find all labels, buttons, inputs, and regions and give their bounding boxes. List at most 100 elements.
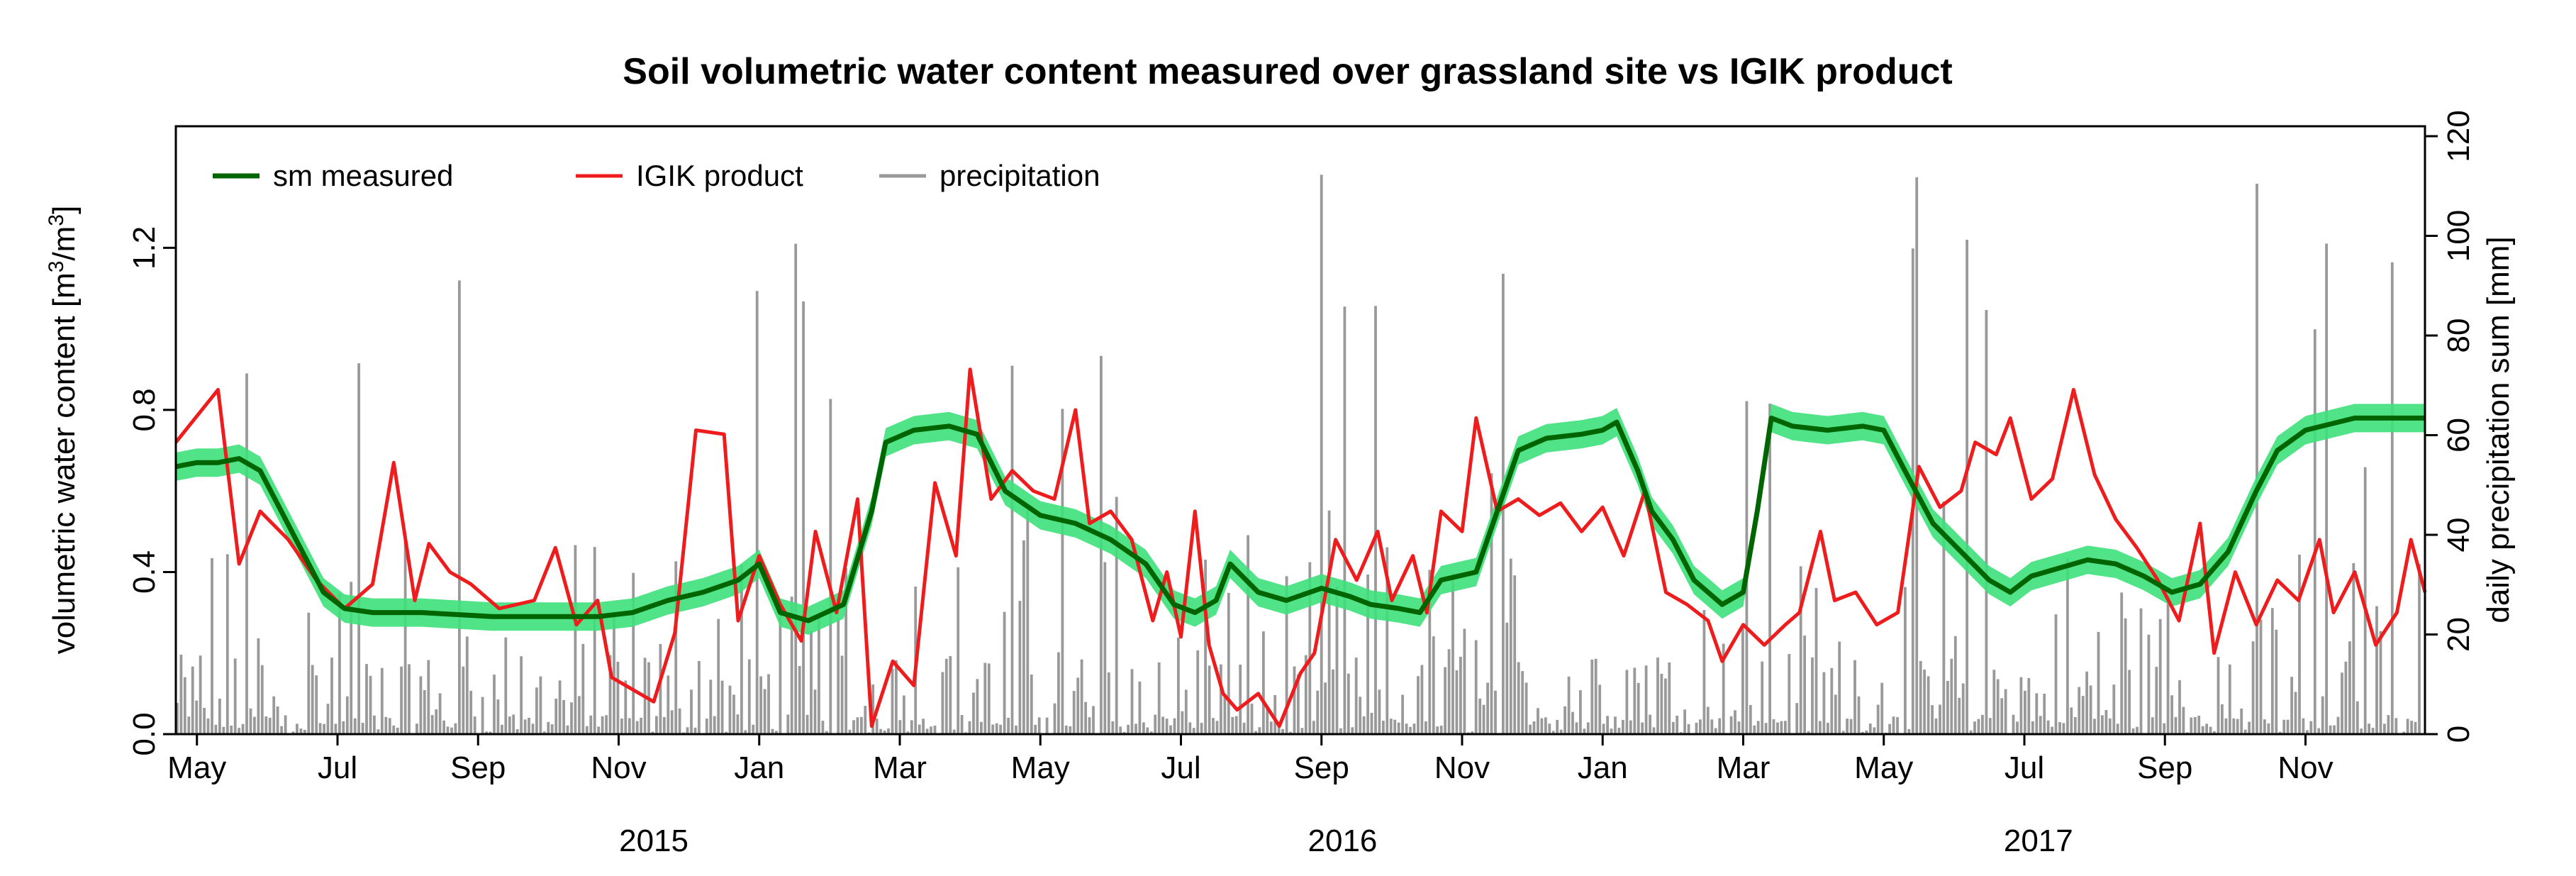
precip-bar <box>1876 704 1880 734</box>
precip-bar <box>330 658 333 734</box>
precip-bar <box>1471 731 1474 734</box>
precip-bar <box>2270 608 2274 734</box>
precip-bar <box>1958 697 1961 734</box>
precip-bar <box>528 718 530 734</box>
precip-bar <box>1729 716 1733 734</box>
precip-bar <box>941 672 944 734</box>
precip-bar <box>1490 473 1493 734</box>
precip-bar <box>1247 535 1249 734</box>
precip-bar <box>875 719 879 734</box>
precip-bar <box>1761 661 1764 734</box>
precip-bar <box>1780 721 1783 734</box>
precip-bar <box>910 720 913 734</box>
precip-bar <box>2213 731 2216 734</box>
precip-bar <box>1617 728 1621 734</box>
precip-bar <box>2039 716 2042 734</box>
precip-bar <box>1316 690 1320 734</box>
precip-bar <box>501 724 503 734</box>
precip-bar <box>2139 608 2143 734</box>
precip-bar <box>1664 678 1667 734</box>
precip-bar <box>1401 694 1404 734</box>
precip-bar <box>1064 725 1068 734</box>
precip-bar <box>1649 714 1651 734</box>
precip-bar <box>473 716 476 734</box>
precip-bar <box>1343 306 1346 734</box>
precip-bar <box>1366 574 1369 734</box>
precip-bar <box>1420 665 1424 734</box>
precip-bar <box>1644 665 1648 734</box>
precip-bar <box>416 723 418 734</box>
precip-bar <box>512 714 515 734</box>
precip-bar <box>2136 726 2139 734</box>
y-axis-label: volumetric water content [m3/m3] <box>45 206 82 654</box>
precip-bar <box>191 666 194 734</box>
precip-bar <box>848 729 852 734</box>
precip-bar <box>272 696 276 734</box>
precip-bar <box>249 708 252 734</box>
precip-bar <box>624 680 628 734</box>
precip-bar <box>1614 716 1617 734</box>
precip-bar <box>403 535 407 734</box>
precip-bar <box>825 731 828 734</box>
precip-bar <box>2221 704 2224 734</box>
precip-bar <box>2394 718 2398 734</box>
precip-bar <box>2046 720 2050 734</box>
precip-bar <box>377 729 380 734</box>
precip-bar <box>798 666 801 734</box>
precip-bar <box>238 728 240 734</box>
precip-bar <box>1950 658 1953 734</box>
precip-bar <box>628 718 631 734</box>
precip-bar <box>755 291 759 734</box>
precip-bar <box>508 716 511 734</box>
precip-bar <box>291 731 295 734</box>
precip-bar <box>1269 721 1273 734</box>
y-axis-label-sup2: 3 <box>45 214 68 226</box>
precip-bar <box>2012 714 2015 734</box>
precip-bar <box>2108 718 2112 734</box>
precip-bar <box>1154 714 1157 734</box>
precip-bar <box>1223 695 1227 734</box>
precip-bar <box>550 724 554 734</box>
precip-bar <box>2418 564 2421 734</box>
chart-title: Soil volumetric water content measured o… <box>623 51 1952 92</box>
precip-bar <box>311 665 314 734</box>
precip-bar <box>871 684 875 734</box>
precip-bar <box>1927 676 1930 734</box>
precip-bar <box>1447 649 1451 734</box>
precip-bar <box>400 666 403 734</box>
precip-bar <box>2321 696 2324 734</box>
plot-frame <box>174 125 2426 736</box>
precip-bar <box>891 668 894 734</box>
precip-bar <box>1668 662 1671 734</box>
precip-bar <box>1868 723 1872 734</box>
precip-bar <box>713 716 716 734</box>
precip-bar <box>635 721 639 734</box>
precip-bar <box>2306 730 2309 734</box>
precip-bar <box>744 730 747 734</box>
precip-bar <box>690 689 693 734</box>
precip-bar <box>1463 628 1466 734</box>
precip-bar <box>860 716 863 734</box>
precip-bar <box>1942 501 1946 734</box>
legend: sm measured IGIK product precipitation <box>213 159 1100 192</box>
precip-bar <box>199 655 202 734</box>
precip-bar <box>2151 717 2154 734</box>
precip-bar <box>1710 719 1714 734</box>
precip-bar <box>357 363 360 734</box>
precip-bar <box>1069 726 1072 734</box>
precip-bar <box>1857 696 1861 734</box>
precip-bar <box>558 680 562 734</box>
precip-bar <box>1939 704 1941 734</box>
precip-bar <box>2058 722 2061 734</box>
precip-bar <box>1969 730 1973 734</box>
precip-bar <box>1741 623 1744 734</box>
precip-bar <box>1169 725 1172 734</box>
precip-bar <box>1652 727 1656 734</box>
precip-bar <box>1277 726 1281 734</box>
precip-bar <box>1548 723 1551 734</box>
precip-bar <box>698 660 701 734</box>
x-year-label: 2016 <box>1308 824 1378 858</box>
precip-bar <box>1814 587 1818 734</box>
precip-bar <box>1057 652 1060 734</box>
precip-bar <box>1494 690 1497 734</box>
